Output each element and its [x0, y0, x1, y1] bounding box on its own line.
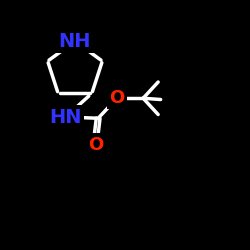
Text: O: O	[109, 89, 124, 107]
Text: O: O	[88, 136, 103, 154]
Text: HN: HN	[50, 108, 82, 126]
Text: NH: NH	[59, 32, 91, 51]
